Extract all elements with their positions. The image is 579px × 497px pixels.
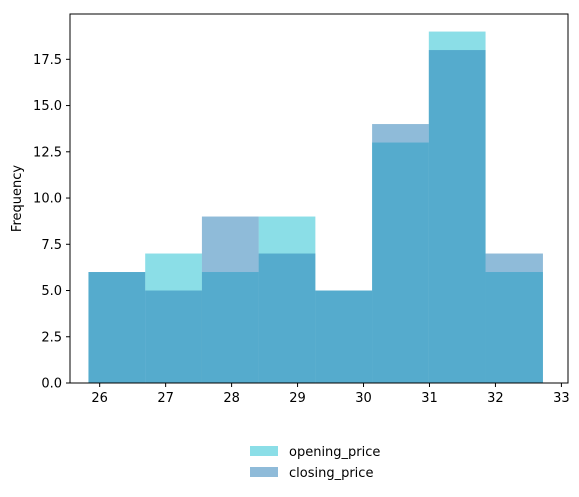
y-tick-label: 2.5 <box>41 330 62 345</box>
legend-label-closing-price: closing_price <box>289 466 373 481</box>
y-tick-label: 5.0 <box>41 284 62 299</box>
x-tick-label: 29 <box>289 391 306 406</box>
closing-price-bar-1 <box>145 290 202 383</box>
x-tick-label: 28 <box>223 391 240 406</box>
closing-price-bar-5 <box>372 124 429 383</box>
x-tick-label: 33 <box>553 391 570 406</box>
x-tick-label: 30 <box>355 391 372 406</box>
closing-price-bar-7 <box>485 253 543 383</box>
y-tick-label: 0.0 <box>41 377 62 392</box>
closing-price-bar-4 <box>315 290 373 383</box>
y-tick-label: 15.0 <box>33 99 62 114</box>
legend: opening_price closing_price <box>250 445 380 481</box>
x-tick-label: 26 <box>91 391 108 406</box>
y-tick-label: 12.5 <box>33 145 62 160</box>
y-tick-label: 17.5 <box>33 53 62 68</box>
axes-layer: 26 27 28 29 30 31 32 33 0.0 2.5 5.0 7.5 10.0 12.5 15.0… <box>33 13 570 406</box>
bars-layer <box>88 31 543 384</box>
closing-price-bar-2 <box>201 216 259 383</box>
x-tick-label: 31 <box>421 391 438 406</box>
y-tick-label: 7.5 <box>41 238 62 253</box>
legend-label-opening-price: opening_price <box>289 445 380 460</box>
y-axis-label: Frequency <box>10 165 25 232</box>
legend-swatch-opening-price <box>250 446 278 456</box>
x-tick-label: 32 <box>487 391 504 406</box>
closing-price-bar-3 <box>258 253 316 383</box>
closing-price-bar-6 <box>428 50 486 384</box>
x-tick-label: 27 <box>157 391 174 406</box>
legend-swatch-closing-price <box>250 467 278 477</box>
y-tick-label: 10.0 <box>33 192 62 207</box>
closing-price-bar-0 <box>88 272 146 383</box>
